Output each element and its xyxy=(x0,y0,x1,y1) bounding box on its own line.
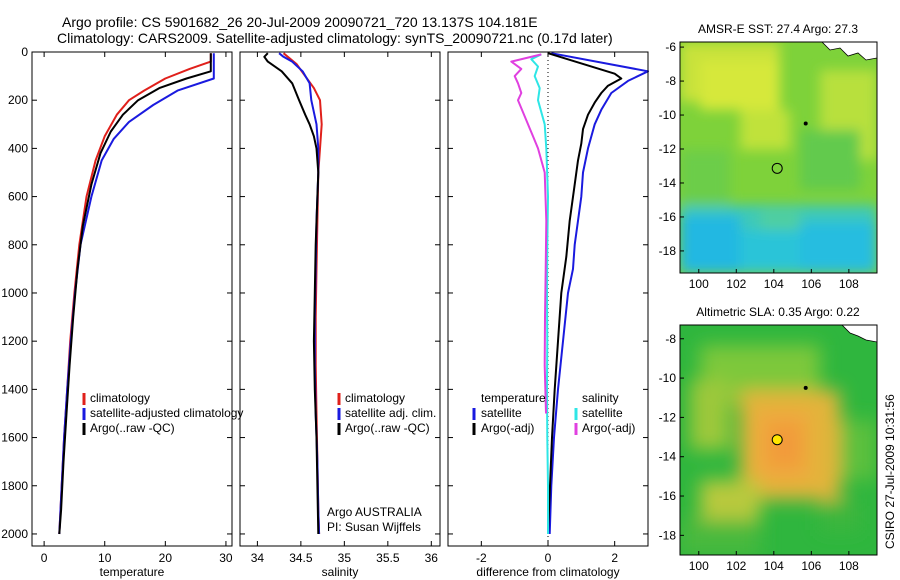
difference-legend-salinity-title: salinity xyxy=(582,391,619,405)
sst-map-x-tick-label: 102 xyxy=(726,277,746,291)
salinity-x-tick-label: 35.5 xyxy=(376,551,400,565)
sst-map-y-tick-label: -10 xyxy=(659,108,677,122)
sla-map-y-tick-label: -16 xyxy=(659,489,677,503)
side-timestamp: CSIRO 27-Jul-2009 10:31:56 xyxy=(883,394,897,549)
sst-map-y-tick-label: -16 xyxy=(659,210,677,224)
sst-map-frame xyxy=(679,41,878,274)
sla-map-y-tick-label: -10 xyxy=(659,371,677,385)
salinity-panel: 34 34.5 35 35.5 36 salinity climatologysatelli… xyxy=(239,51,441,579)
sst-argo-position-marker xyxy=(771,162,783,174)
sst-map-y-tick-label: -12 xyxy=(659,142,677,156)
sst-map-x-tick-label: 100 xyxy=(689,277,709,291)
temperature-axes-frame xyxy=(31,51,233,547)
salinity-legend-label: Argo(..raw -QC) xyxy=(345,421,430,435)
difference-x-tick-label: -2 xyxy=(476,551,487,565)
difference-series-3-line xyxy=(510,53,548,414)
difference-x-tick-label: 0 xyxy=(545,551,552,565)
temperature-x-tick-label: 10 xyxy=(98,551,112,565)
sst-heatmap xyxy=(680,42,877,273)
sla-map-title: Altimetric SLA: 0.35 Argo: 0.22 xyxy=(696,305,860,319)
depth-y-tick-label: 1400 xyxy=(1,382,28,396)
depth-y-tick-label: 1600 xyxy=(1,431,28,445)
depth-y-tick-label: 200 xyxy=(8,93,28,107)
salinity-series-1-line xyxy=(278,52,321,535)
temperature-legend-label: satellite-adjusted climatology xyxy=(90,406,243,420)
sst-map-y-tick-label: -8 xyxy=(665,74,676,88)
depth-y-tick-label: 800 xyxy=(8,238,28,252)
salinity-legend-label: satellite adj. clim. xyxy=(345,406,436,420)
temperature-legend-label: Argo(..raw -QC) xyxy=(90,421,175,435)
sla-x-ticks: 100 102 104 106 108 xyxy=(689,551,859,573)
salinity-series-2-line xyxy=(263,52,320,535)
salinity-annotation-line1: Argo AUSTRALIA xyxy=(327,505,422,519)
temperature-panel: 0 10 20 30 temperature 0 200 400 600 800 1000 1200 1… xyxy=(1,45,243,579)
temperature-x-axis-label: temperature xyxy=(100,565,165,579)
sst-map-panel: AMSR-E SST: 27.4 Argo: 27.3 100 102 104 106… xyxy=(659,22,878,291)
difference-series-0-line xyxy=(548,52,649,535)
sla-map-y-tick-label: -12 xyxy=(659,410,677,424)
sla-map-y-tick-label: -18 xyxy=(659,528,677,542)
sla-map-x-tick-label: 100 xyxy=(689,559,709,573)
depth-y-tick-label: 600 xyxy=(8,190,28,204)
sla-map-y-tick-label: -14 xyxy=(659,450,677,464)
sst-map-x-tick-label: 108 xyxy=(839,277,859,291)
difference-series-1-line xyxy=(547,52,623,535)
temperature-series-1-line xyxy=(58,53,215,535)
depth-y-tick-label: 1200 xyxy=(1,334,28,348)
sla-map-x-tick-label: 102 xyxy=(726,559,746,573)
sst-map-y-tick-label: -14 xyxy=(659,176,677,190)
sst-map-x-tick-label: 104 xyxy=(764,277,784,291)
salinity-x-tick-label: 34 xyxy=(251,551,265,565)
sst-reference-marker xyxy=(803,121,808,126)
depth-y-tick-label: 0 xyxy=(21,45,28,59)
sla-map-frame xyxy=(679,324,878,556)
salinity-x-tick-label: 35 xyxy=(338,551,352,565)
difference-legend-label: satellite xyxy=(582,406,623,420)
sla-map-x-tick-label: 108 xyxy=(839,559,859,573)
temperature-legend-label: climatology xyxy=(90,391,150,405)
temperature-x-tick-label: 0 xyxy=(41,551,48,565)
depth-y-tick-label: 2000 xyxy=(1,527,28,541)
sla-reference-marker xyxy=(803,385,808,390)
sla-argo-position-marker xyxy=(771,434,783,446)
sst-map-y-tick-label: -18 xyxy=(659,244,677,258)
depth-y-tick-label: 400 xyxy=(8,141,28,155)
temperature-x-tick-label: 30 xyxy=(219,551,233,565)
difference-x-tick-label: 2 xyxy=(611,551,618,565)
sst-map-x-tick-label: 106 xyxy=(801,277,821,291)
sst-x-ticks: 100 102 104 106 108 xyxy=(689,269,859,291)
sla-map-panel: Altimetric SLA: 0.35 Argo: 0.22 100 102 10… xyxy=(659,305,878,573)
temperature-series-0-line xyxy=(58,53,212,535)
difference-legend-label: Argo(-adj) xyxy=(582,421,635,435)
difference-x-axis-label: difference from climatology xyxy=(476,565,619,579)
sla-map-x-tick-label: 104 xyxy=(764,559,784,573)
salinity-annotation-line2: PI: Susan Wijffels xyxy=(327,520,421,534)
temperature-x-tick-label: 20 xyxy=(159,551,173,565)
difference-legend-label: satellite xyxy=(481,406,522,420)
salinity-x-tick-label: 36 xyxy=(425,551,439,565)
sst-map-y-tick-label: -6 xyxy=(665,40,676,54)
depth-y-tick-label: 1800 xyxy=(1,479,28,493)
depth-y-tick-label: 1000 xyxy=(1,286,28,300)
temperature-series-2-line xyxy=(58,53,212,535)
sla-heatmap xyxy=(680,325,877,555)
salinity-x-axis-label: salinity xyxy=(322,565,359,579)
sst-y-ticks: -6 -8 -10 -12 -14 -16 -18 xyxy=(659,40,684,258)
difference-legend-label: Argo(-adj) xyxy=(481,421,534,435)
sla-map-x-tick-label: 106 xyxy=(801,559,821,573)
salinity-axes-frame xyxy=(239,51,441,547)
salinity-legend-label: climatology xyxy=(345,391,405,405)
sst-map-title: AMSR-E SST: 27.4 Argo: 27.3 xyxy=(698,22,858,36)
figure-title-line1: Argo profile: CS 5901682_26 20-Jul-2009 … xyxy=(62,14,538,30)
sla-y-ticks: -8 -10 -12 -14 -16 -18 xyxy=(659,332,684,542)
figure-title-line2: Climatology: CARS2009. Satellite-adjuste… xyxy=(57,30,613,46)
difference-series-2-line xyxy=(530,53,549,534)
difference-legend-temperature-title: temperature xyxy=(481,391,546,405)
salinity-x-tick-label: 34.5 xyxy=(289,551,313,565)
sla-map-y-tick-label: -8 xyxy=(665,332,676,346)
